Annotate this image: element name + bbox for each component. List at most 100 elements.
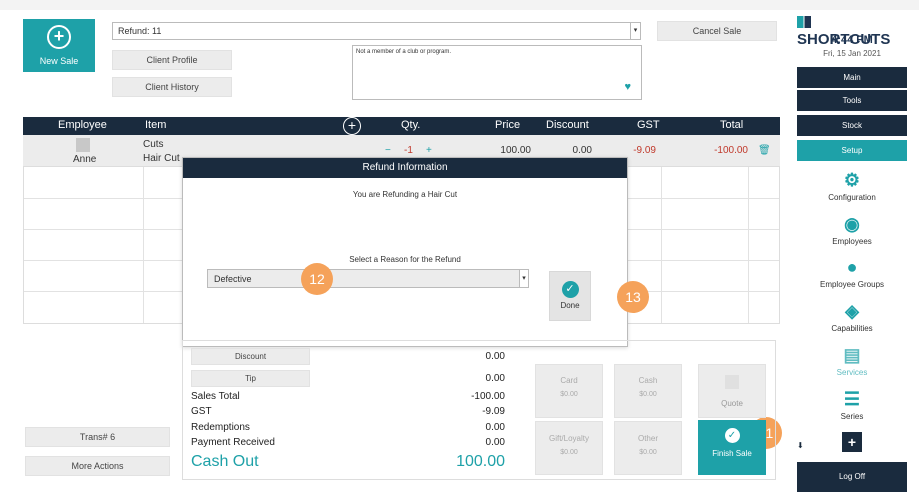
cash-payment-button[interactable]: Cash $0.00 [614, 364, 682, 418]
cash-label: Cash [638, 376, 658, 385]
quote-button[interactable]: Quote [698, 364, 766, 418]
row-price: 100.00 [500, 145, 531, 156]
gst-value: -9.09 [482, 406, 505, 417]
table-row[interactable]: Anne Cuts Hair Cut − -1 + 100.00 0.00 -9… [23, 135, 780, 167]
sidebar-item-series[interactable]: ☰ Series [797, 389, 907, 421]
sidebar-item-label: Employees [832, 237, 872, 246]
nav-main[interactable]: Main [797, 67, 907, 88]
user-circle-icon: ◉ [844, 214, 860, 234]
row-discount: 0.00 [572, 145, 592, 156]
client-history-button[interactable]: Client History [112, 77, 232, 97]
reason-label: Select a Reason for the Refund [349, 255, 461, 264]
other-payment-button[interactable]: Other $0.00 [614, 421, 682, 475]
group-icon: ● [846, 257, 858, 277]
chevron-down-icon: ▾ [519, 270, 528, 287]
medical-plus-icon[interactable]: + [842, 432, 862, 452]
totals-panel [182, 340, 776, 480]
refund-select[interactable]: Refund: 11 ▾ [112, 22, 641, 40]
nav-tools[interactable]: Tools [797, 90, 907, 111]
book-icon: ▤ [843, 345, 861, 365]
document-icon [725, 375, 739, 389]
row-gst: -9.09 [633, 145, 656, 156]
card-payment-button[interactable]: Card $0.00 [535, 364, 603, 418]
redemptions-value: 0.00 [485, 422, 505, 433]
client-note-box[interactable]: Not a member of a club or program. ♥ [352, 45, 642, 100]
sidebar-item-employee-groups[interactable]: ● Employee Groups [797, 257, 907, 289]
row-qty: -1 [404, 145, 413, 156]
discount-button[interactable]: Discount [191, 348, 310, 365]
sidebar-item-capabilities[interactable]: ◈ Capabilities [797, 301, 907, 333]
col-gst: GST [637, 119, 660, 131]
check-icon: ✓ [724, 428, 740, 443]
table-header: Employee Item + Qty. Price Discount GST … [23, 117, 780, 135]
sales-total-label: Sales Total [191, 391, 240, 402]
tip-value: 0.00 [485, 373, 505, 384]
client-note-text: Not a member of a club or program. [356, 49, 452, 55]
nav-setup[interactable]: Setup [797, 140, 907, 161]
card-amount: $0.00 [560, 391, 578, 398]
gear-icon: ⚙ [843, 170, 861, 190]
col-employee: Employee [58, 119, 107, 131]
sidebar-item-services[interactable]: ▤ Services [797, 345, 907, 377]
payment-received-label: Payment Received [191, 437, 275, 448]
trash-icon[interactable]: 🗑 [758, 145, 771, 156]
log-off-button[interactable]: Log Off [797, 462, 907, 492]
tip-button[interactable]: Tip [191, 370, 310, 387]
brand-logo: SHORTCUTS [797, 14, 907, 48]
dialog-message: You are Refunding a Hair Cut [352, 190, 458, 199]
nav-stock[interactable]: Stock [797, 115, 907, 136]
gift-loyalty-button[interactable]: Gift/Loyalty $0.00 [535, 421, 603, 475]
col-item: Item [145, 119, 167, 131]
sidebar-item-label: Services [836, 368, 868, 377]
check-icon: ✓ [561, 281, 579, 298]
chevron-down-icon: ▾ [630, 23, 640, 39]
col-price: Price [495, 119, 521, 131]
row-total: -100.00 [714, 145, 748, 156]
refund-select-value: Refund: 11 [118, 26, 162, 36]
cancel-sale-button[interactable]: Cancel Sale [657, 21, 777, 41]
top-strip [0, 0, 919, 10]
sidebar-item-configuration[interactable]: ⚙ Configuration [797, 170, 907, 202]
cash-amount: $0.00 [639, 391, 657, 398]
reason-select[interactable]: Defective ▾ [207, 269, 529, 288]
other-label: Other [637, 434, 658, 443]
done-label: Done [560, 301, 580, 310]
client-profile-button[interactable]: Client Profile [112, 50, 232, 70]
payment-received-value: 0.00 [485, 437, 505, 448]
finish-sale-button[interactable]: ✓ Finish Sale [698, 420, 766, 475]
new-sale-label: New Sale [39, 56, 79, 66]
refund-dialog: Refund Information You are Refunding a H… [182, 157, 628, 347]
graduation-cap-icon: ◈ [845, 301, 859, 321]
gst-label: GST [191, 406, 212, 417]
callout-badge: 12 [301, 263, 333, 295]
qty-minus-button[interactable]: − [385, 145, 391, 156]
sidebar-item-label: Series [840, 412, 864, 421]
qty-plus-button[interactable]: + [426, 145, 432, 156]
discount-value: 0.00 [485, 351, 505, 362]
col-total: Total [720, 119, 744, 131]
scroll-down-icon[interactable]: ⬇ [797, 441, 804, 450]
reason-select-value: Defective [214, 274, 252, 284]
done-button[interactable]: ✓ Done [549, 271, 591, 321]
callout-badge: 13 [617, 281, 649, 313]
cash-out-label: Cash Out [191, 453, 259, 470]
redemptions-label: Redemptions [191, 422, 250, 433]
col-discount: Discount [546, 119, 589, 131]
list-icon: ☰ [843, 389, 861, 409]
row-category: Cuts [143, 139, 164, 150]
row-item: Hair Cut [143, 153, 180, 164]
new-sale-button[interactable]: + New Sale [23, 19, 95, 72]
clock-time: 4:44 PM [831, 34, 873, 46]
sidebar-item-label: Capabilities [831, 324, 873, 333]
clock-date: Fri, 15 Jan 2021 [823, 49, 881, 58]
dialog-title: Refund Information [183, 158, 627, 178]
finish-label: Finish Sale [712, 449, 752, 458]
heart-plus-icon[interactable]: ♥ [624, 81, 631, 93]
add-item-icon[interactable]: + [343, 117, 361, 135]
sidebar-item-label: Employee Groups [819, 280, 885, 289]
col-qty: Qty. [401, 119, 421, 131]
trans-button[interactable]: Trans# 6 [25, 427, 170, 447]
other-amount: $0.00 [639, 449, 657, 456]
more-actions-button[interactable]: More Actions [25, 456, 170, 476]
sidebar-item-employees[interactable]: ◉ Employees [797, 214, 907, 246]
